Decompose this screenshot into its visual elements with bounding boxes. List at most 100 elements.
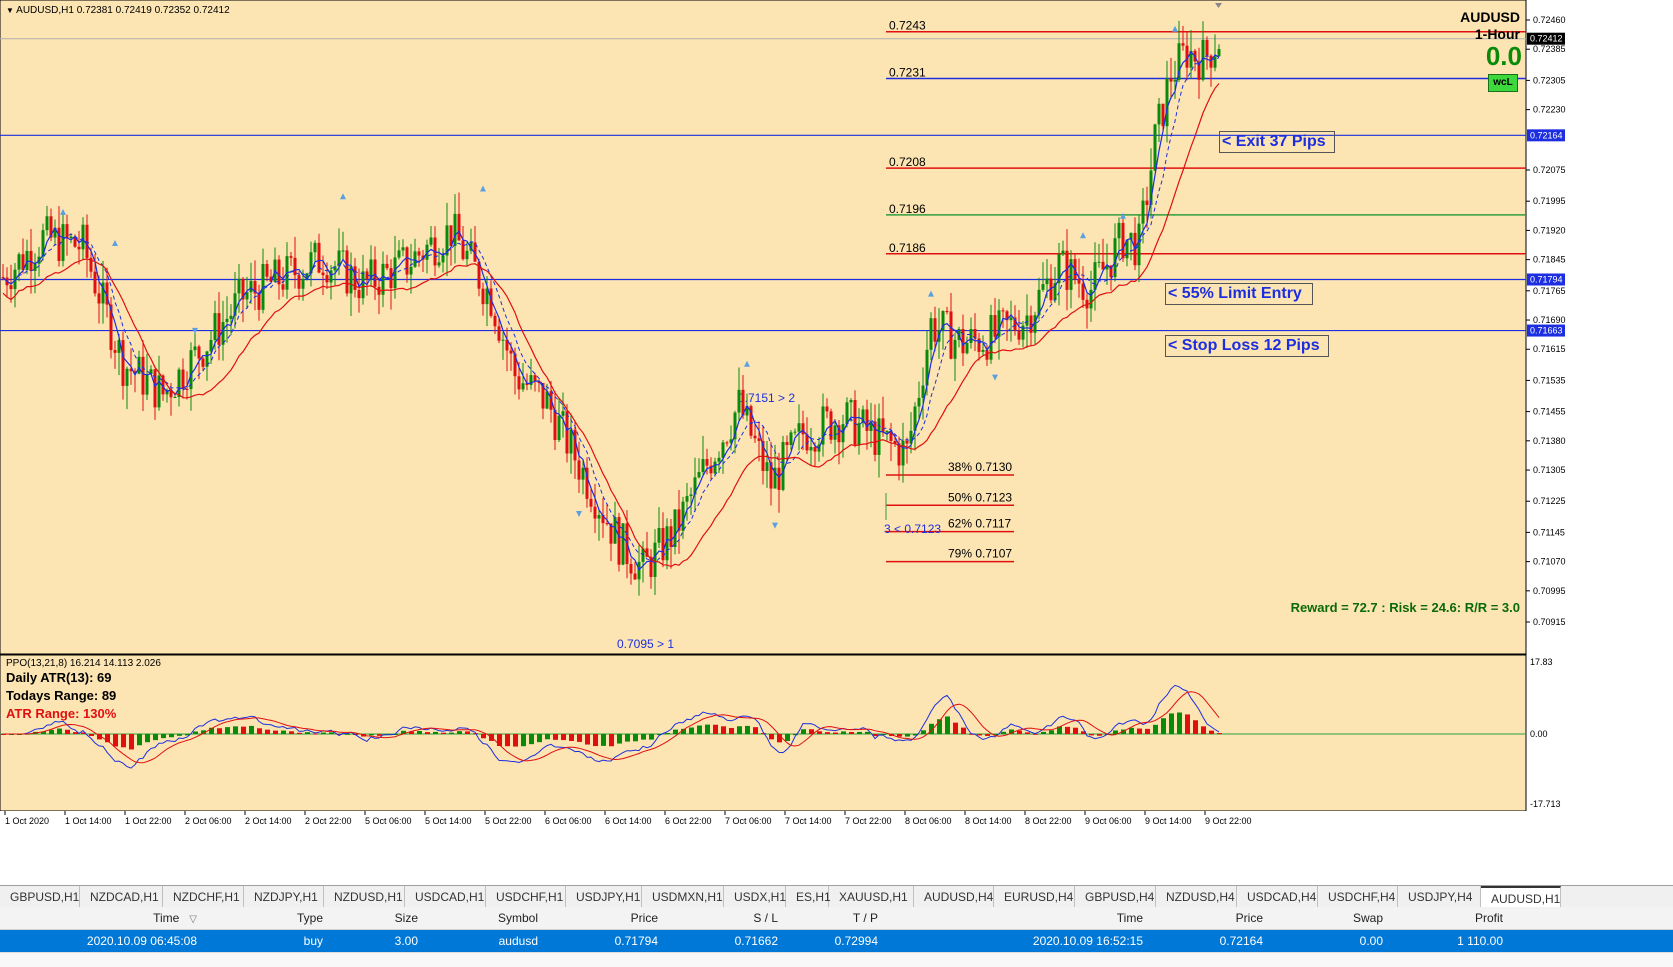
candle-body — [765, 462, 769, 471]
candle-body — [1217, 49, 1221, 57]
price-axis-label: 0.71920 — [1533, 225, 1566, 235]
tab-usdchf-h1[interactable]: USDCHF,H1 — [486, 886, 566, 908]
candle-body — [673, 509, 677, 548]
tab-gbpusd-h1[interactable]: GBPUSD,H1 — [0, 886, 80, 908]
candle-body — [657, 528, 661, 543]
tab-nzdusd-h1[interactable]: NZDUSD,H1 — [324, 886, 405, 908]
tab-nzdusd-h4[interactable]: NZDUSD,H4 — [1156, 886, 1237, 908]
ppo-histogram-bar — [273, 730, 278, 734]
column-header-symbol[interactable]: Symbol — [422, 911, 542, 925]
tab-usdjpy-h4[interactable]: USDJPY,H4 — [1398, 886, 1481, 908]
swing-annotation: 3 < 0.7123 — [884, 522, 941, 536]
wcl-badge[interactable]: wcL — [1488, 74, 1518, 92]
candle-body — [381, 263, 385, 295]
tab-usdcad-h4[interactable]: USDCAD,H4 — [1237, 886, 1318, 908]
tab-xauusd-h1[interactable]: XAUUSD,H1 — [829, 886, 914, 908]
tab-audusd-h4[interactable]: AUDUSD,H4 — [914, 886, 994, 908]
collapse-triangle-icon[interactable]: ▼ — [6, 6, 14, 15]
tab-nzdchf-h1[interactable]: NZDCHF,H1 — [163, 886, 244, 908]
column-header-sl[interactable]: S / L — [662, 911, 782, 925]
entry-price-tag-text: 0.71794 — [1530, 275, 1563, 285]
candle-body — [885, 430, 889, 433]
candle-body — [889, 430, 893, 441]
candle-body — [897, 443, 901, 466]
column-header-label: Time — [1116, 911, 1143, 925]
candle-body — [473, 242, 477, 262]
candle-body — [149, 369, 153, 375]
tab-usdmxn-h1[interactable]: USDMXN,H1 — [642, 886, 724, 908]
tab-usdjpy-h1[interactable]: USDJPY,H1 — [566, 886, 642, 908]
tab-gbpusd-h4[interactable]: GBPUSD,H4 — [1075, 886, 1156, 908]
candle-body — [645, 548, 649, 557]
candle-body — [341, 250, 345, 252]
candle-body — [317, 242, 321, 273]
ppo-histogram-bar — [241, 726, 246, 734]
fib-level-label: 50% 0.7123 — [948, 490, 1012, 504]
candle-body — [397, 250, 401, 258]
candle-body — [77, 246, 81, 250]
candle-body — [1061, 250, 1065, 255]
cell-time: 2020.10.09 06:45:08 — [86, 934, 197, 948]
candle-body — [569, 429, 573, 454]
ppo-histogram-bar — [825, 732, 830, 734]
candle-body — [409, 266, 413, 275]
ppo-histogram-bar — [561, 734, 566, 741]
chart-area[interactable]: 0.72460 0.72385 0.72305 0.72230 0.72075 0.719… — [0, 0, 1673, 885]
tab-audusd-h1[interactable]: AUDUSD,H1 — [1481, 886, 1561, 908]
candle-body — [277, 259, 281, 285]
tab-nzdcad-h1[interactable]: NZDCAD,H1 — [80, 886, 163, 908]
candle-body — [785, 442, 789, 445]
candle-body — [905, 440, 909, 444]
column-header-tp[interactable]: T / P — [782, 911, 882, 925]
candle-body — [369, 259, 373, 280]
tab-usdchf-h4[interactable]: USDCHF,H4 — [1318, 886, 1398, 908]
column-header-price[interactable]: Price — [542, 911, 662, 925]
candle-body — [501, 339, 505, 341]
ppo-histogram-bar — [993, 734, 998, 736]
fractal-arrow-icon — [772, 522, 778, 529]
candle-body — [365, 271, 369, 280]
column-header-profit[interactable]: Profit — [1387, 911, 1507, 925]
tab-nzdjpy-h1[interactable]: NZDJPY,H1 — [244, 886, 324, 908]
column-header-time[interactable]: Time ▽ — [0, 911, 207, 925]
tab-eurusd-h4[interactable]: EURUSD,H4 — [994, 886, 1075, 908]
tab-es-h1[interactable]: ES,H1 — [786, 886, 831, 908]
exit-label[interactable]: < Exit 37 Pips — [1219, 131, 1335, 153]
candle-body — [201, 358, 205, 367]
candle-body — [1201, 39, 1205, 80]
tab-usdcad-h1[interactable]: USDCAD,H1 — [405, 886, 486, 908]
ppo-histogram-bar — [41, 731, 46, 734]
column-header-size[interactable]: Size — [327, 911, 422, 925]
column-header-type[interactable]: Type — [207, 911, 327, 925]
candle-body — [437, 262, 441, 266]
candle-body — [161, 375, 165, 395]
candle-body — [1125, 239, 1129, 259]
column-header-close-price[interactable]: Price — [1147, 911, 1267, 925]
tab-usdx-h1[interactable]: USDX,H1 — [724, 886, 786, 908]
column-header-swap[interactable]: Swap — [1267, 911, 1387, 925]
ppo-histogram-bar — [393, 734, 398, 735]
candle-body — [49, 216, 53, 238]
time-axis-label: 5 Oct 06:00 — [365, 816, 412, 826]
candle-body — [137, 356, 141, 374]
stop-price-tag — [1527, 324, 1565, 337]
cell-price: 0.71794 — [614, 934, 658, 948]
stop-loss-label[interactable]: < Stop Loss 12 Pips — [1165, 335, 1329, 357]
time-axis-label: 1 Oct 22:00 — [125, 816, 172, 826]
ppo-histogram-bar — [1201, 726, 1206, 734]
table-row[interactable]: 2020.10.09 06:45:08 buy 3.00 audusd 0.71794 0… — [0, 930, 1673, 952]
ppo-histogram-bar — [337, 734, 342, 735]
entry-label[interactable]: < 55% Limit Entry — [1165, 283, 1313, 305]
candle-body — [781, 442, 785, 490]
column-header-close-time[interactable]: Time — [882, 911, 1147, 925]
ppo-histogram-bar — [409, 731, 414, 734]
ppo-histogram-bar — [209, 727, 214, 734]
candle-body — [325, 275, 329, 283]
sort-desc-icon[interactable]: ▽ — [189, 914, 197, 925]
candle-body — [157, 375, 161, 408]
candle-body — [545, 391, 549, 409]
candle-body — [865, 409, 869, 432]
chart-shift-triangle-icon[interactable] — [1215, 3, 1222, 8]
price-chart[interactable]: 0.72460 0.72385 0.72305 0.72230 0.72075 0.719… — [0, 0, 1673, 885]
candle-body — [813, 447, 817, 452]
